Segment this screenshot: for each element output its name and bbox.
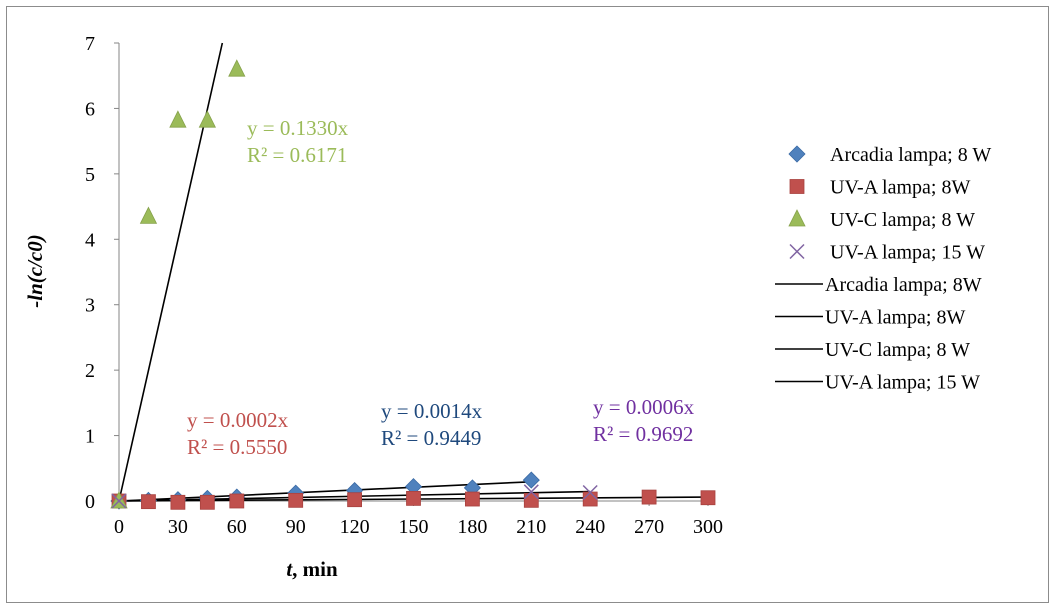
square-marker xyxy=(347,492,363,508)
square-marker xyxy=(170,494,186,510)
square-marker xyxy=(406,490,421,506)
trendline-equation: y = 0.1330x xyxy=(247,116,349,140)
triangle-marker xyxy=(198,110,216,128)
y-tick-label: 2 xyxy=(85,360,95,382)
diamond-marker xyxy=(788,145,806,163)
x-tick-label: 270 xyxy=(634,516,664,538)
legend-label: Arcadia lampa; 8 W xyxy=(830,144,991,166)
y-tick-label: 6 xyxy=(85,98,95,120)
scatter-chart: 0 1 2 3 4 5 6 7 0 30 60 90 120 150 180 210 240 270 300 y =… xyxy=(23,33,991,581)
square-marker xyxy=(641,489,657,505)
square-marker xyxy=(141,494,156,510)
r-squared-label: R² = 0.6171 xyxy=(247,143,347,167)
trendline-equation: y = 0.0014x xyxy=(381,399,483,423)
x-tick-label: 300 xyxy=(693,516,723,538)
legend-label: UV-C lampa; 8 W xyxy=(830,209,975,231)
square-marker xyxy=(523,492,539,508)
x-axis-title: t, min xyxy=(286,557,338,581)
data-points xyxy=(110,59,716,510)
x-tick-label: 60 xyxy=(227,516,247,538)
trendline xyxy=(118,480,532,502)
y-tick-label: 3 xyxy=(85,295,95,317)
trendline-equation: y = 0.0002x xyxy=(187,408,289,432)
square-marker xyxy=(464,491,480,507)
triangle-marker xyxy=(169,110,187,128)
triangle-marker xyxy=(139,206,158,224)
x-marker xyxy=(582,484,598,501)
x-tick-label: 120 xyxy=(340,516,370,538)
r-squared-label: R² = 0.9449 xyxy=(381,426,481,450)
legend: Arcadia lampa; 8 W UV-A lampa; 8W UV-C lam… xyxy=(775,144,991,394)
x-tick-label: 90 xyxy=(286,516,306,538)
y-tick-label: 0 xyxy=(85,491,95,513)
square-marker xyxy=(199,494,215,510)
legend-label: UV-A lampa; 8W xyxy=(830,177,970,199)
trendline-equation: y = 0.0006x xyxy=(593,395,695,419)
square-marker xyxy=(582,491,598,507)
x-tick-label: 210 xyxy=(516,516,546,538)
x-tick-label: 30 xyxy=(168,516,188,538)
tick-labels: 0 1 2 3 4 5 6 7 0 30 60 90 120 150 180 210 240 270 300 xyxy=(85,33,723,538)
square-marker xyxy=(789,179,805,194)
trendline-annotations: y = 0.1330x R² = 0.6171 y = 0.0002x R² = 0.… xyxy=(187,116,695,459)
y-tick-label: 7 xyxy=(85,33,95,55)
x-tick-label: 150 xyxy=(399,516,429,538)
x-marker xyxy=(789,243,805,260)
legend-label: Arcadia lampa; 8W xyxy=(825,274,982,296)
x-tick-label: 0 xyxy=(114,516,124,538)
y-tick-label: 5 xyxy=(85,164,95,186)
r-squared-label: R² = 0.9692 xyxy=(593,422,693,446)
square-marker xyxy=(700,490,716,506)
x-marker xyxy=(111,493,127,509)
chart-frame: 0 1 2 3 4 5 6 7 0 30 60 90 120 150 180 210 240 270 300 y =… xyxy=(6,6,1049,603)
diamond-marker xyxy=(522,471,540,489)
y-axis-title: -ln(c/c0) xyxy=(23,234,47,307)
legend-label: UV-A lampa; 8W xyxy=(825,307,965,329)
triangle-marker xyxy=(788,209,806,227)
y-tick-label: 1 xyxy=(85,426,95,448)
square-marker xyxy=(288,492,304,508)
x-tick-label: 180 xyxy=(457,516,487,538)
r-squared-label: R² = 0.5550 xyxy=(187,435,287,459)
legend-label: UV-A lampa; 15 W xyxy=(830,242,985,264)
legend-label: UV-A lampa; 15 W xyxy=(825,372,980,394)
y-tick-label: 4 xyxy=(85,229,95,251)
x-marker xyxy=(523,484,539,500)
legend-label: UV-C lampa; 8 W xyxy=(825,339,970,361)
x-tick-label: 240 xyxy=(575,516,605,538)
triangle-marker xyxy=(228,59,246,77)
square-marker xyxy=(229,493,245,509)
